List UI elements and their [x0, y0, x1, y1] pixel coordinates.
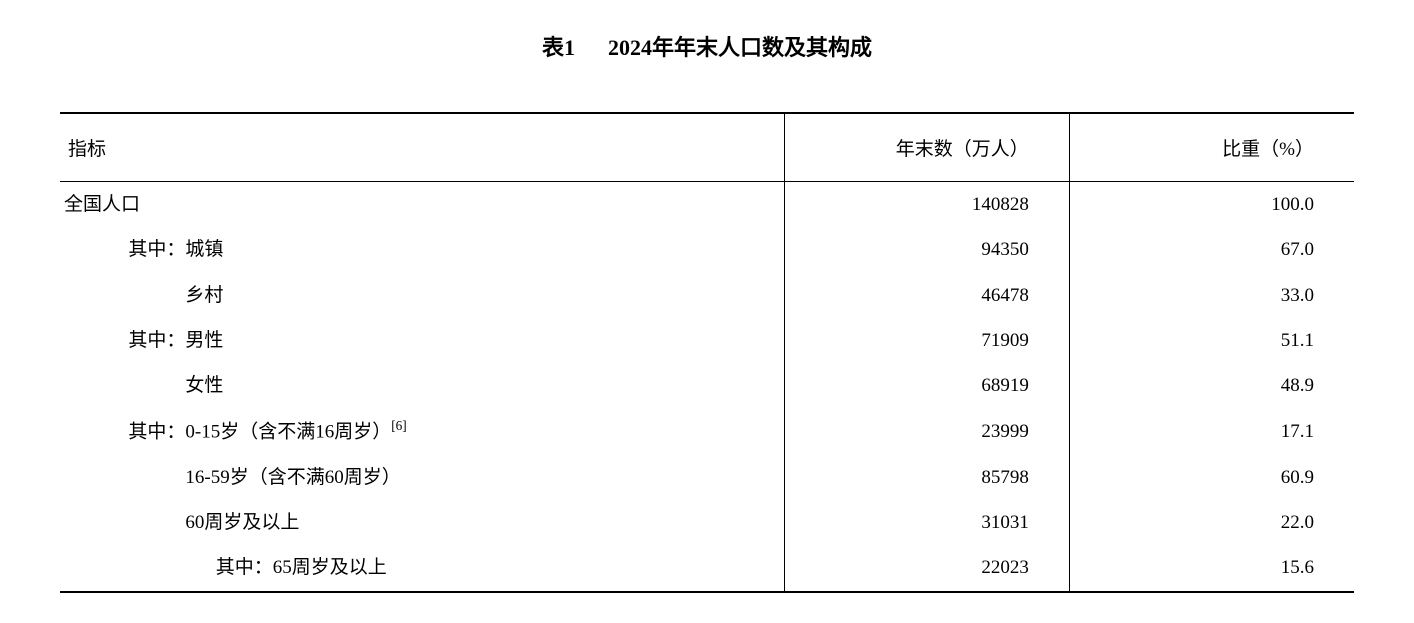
cell-count: 46478 — [785, 273, 1070, 318]
cell-pct: 67.0 — [1069, 227, 1354, 272]
cell-indicator: 其中：城镇 — [60, 227, 785, 272]
title-prefix: 表1 — [542, 35, 575, 60]
cell-pct: 17.1 — [1069, 408, 1354, 455]
cell-indicator: 其中：男性 — [60, 318, 785, 363]
table-title: 表1 2024年年末人口数及其构成 — [60, 30, 1354, 62]
cell-count: 23999 — [785, 408, 1070, 455]
indicator-text: 其中：男性 — [128, 330, 223, 351]
table-header-row: 指标 年末数（万人） 比重（%） — [60, 113, 1354, 182]
cell-indicator: 16-59岁（含不满60周岁） — [60, 455, 785, 500]
table-row: 乡村 4647833.0 — [60, 273, 1354, 318]
cell-pct: 15.6 — [1069, 545, 1354, 591]
cell-indicator: 60周岁及以上 — [60, 500, 785, 545]
table-row: 其中：男性 7190951.1 — [60, 318, 1354, 363]
cell-count: 85798 — [785, 455, 1070, 500]
cell-pct: 33.0 — [1069, 273, 1354, 318]
table-row: 全国人口 140828100.0 — [60, 182, 1354, 228]
table-row: 女性 6891948.9 — [60, 363, 1354, 408]
cell-count: 22023 — [785, 545, 1070, 591]
cell-indicator: 其中：65周岁及以上 — [60, 545, 785, 591]
indicator-text: 全国人口 — [64, 194, 140, 215]
cell-pct: 100.0 — [1069, 182, 1354, 228]
indicator-text: 乡村 — [185, 285, 223, 306]
cell-pct: 22.0 — [1069, 500, 1354, 545]
table-row: 60周岁及以上 3103122.0 — [60, 500, 1354, 545]
indicator-text: 女性 — [185, 375, 223, 396]
cell-pct: 60.9 — [1069, 455, 1354, 500]
cell-pct: 48.9 — [1069, 363, 1354, 408]
cell-indicator: 乡村 — [60, 273, 785, 318]
cell-count: 94350 — [785, 227, 1070, 272]
table-row: 其中：0-15岁（含不满16周岁）[6]2399917.1 — [60, 408, 1354, 455]
indicator-text: 60周岁及以上 — [185, 512, 299, 533]
table-row: 其中：65周岁及以上 2202315.6 — [60, 545, 1354, 591]
cell-count: 68919 — [785, 363, 1070, 408]
cell-count: 31031 — [785, 500, 1070, 545]
footnote-ref: [6] — [391, 418, 407, 433]
cell-pct: 51.1 — [1069, 318, 1354, 363]
cell-indicator: 全国人口 — [60, 182, 785, 228]
title-main: 2024年年末人口数及其构成 — [608, 35, 872, 60]
indicator-text: 16-59岁（含不满60周岁） — [185, 467, 400, 488]
table-row: 其中：城镇 9435067.0 — [60, 227, 1354, 272]
indicator-text: 其中：城镇 — [128, 239, 223, 260]
cell-indicator: 女性 — [60, 363, 785, 408]
indicator-text: 其中：0-15岁（含不满16周岁） — [128, 422, 391, 443]
col-header-pct: 比重（%） — [1069, 113, 1354, 182]
cell-count: 140828 — [785, 182, 1070, 228]
cell-count: 71909 — [785, 318, 1070, 363]
population-table: 指标 年末数（万人） 比重（%） 全国人口 140828100.0 其中：城镇 943… — [60, 112, 1354, 593]
col-header-count: 年末数（万人） — [785, 113, 1070, 182]
indicator-text: 其中：65周岁及以上 — [216, 557, 387, 578]
table-row: 16-59岁（含不满60周岁） 8579860.9 — [60, 455, 1354, 500]
col-header-indicator: 指标 — [60, 113, 785, 182]
cell-indicator: 其中：0-15岁（含不满16周岁）[6] — [60, 408, 785, 455]
